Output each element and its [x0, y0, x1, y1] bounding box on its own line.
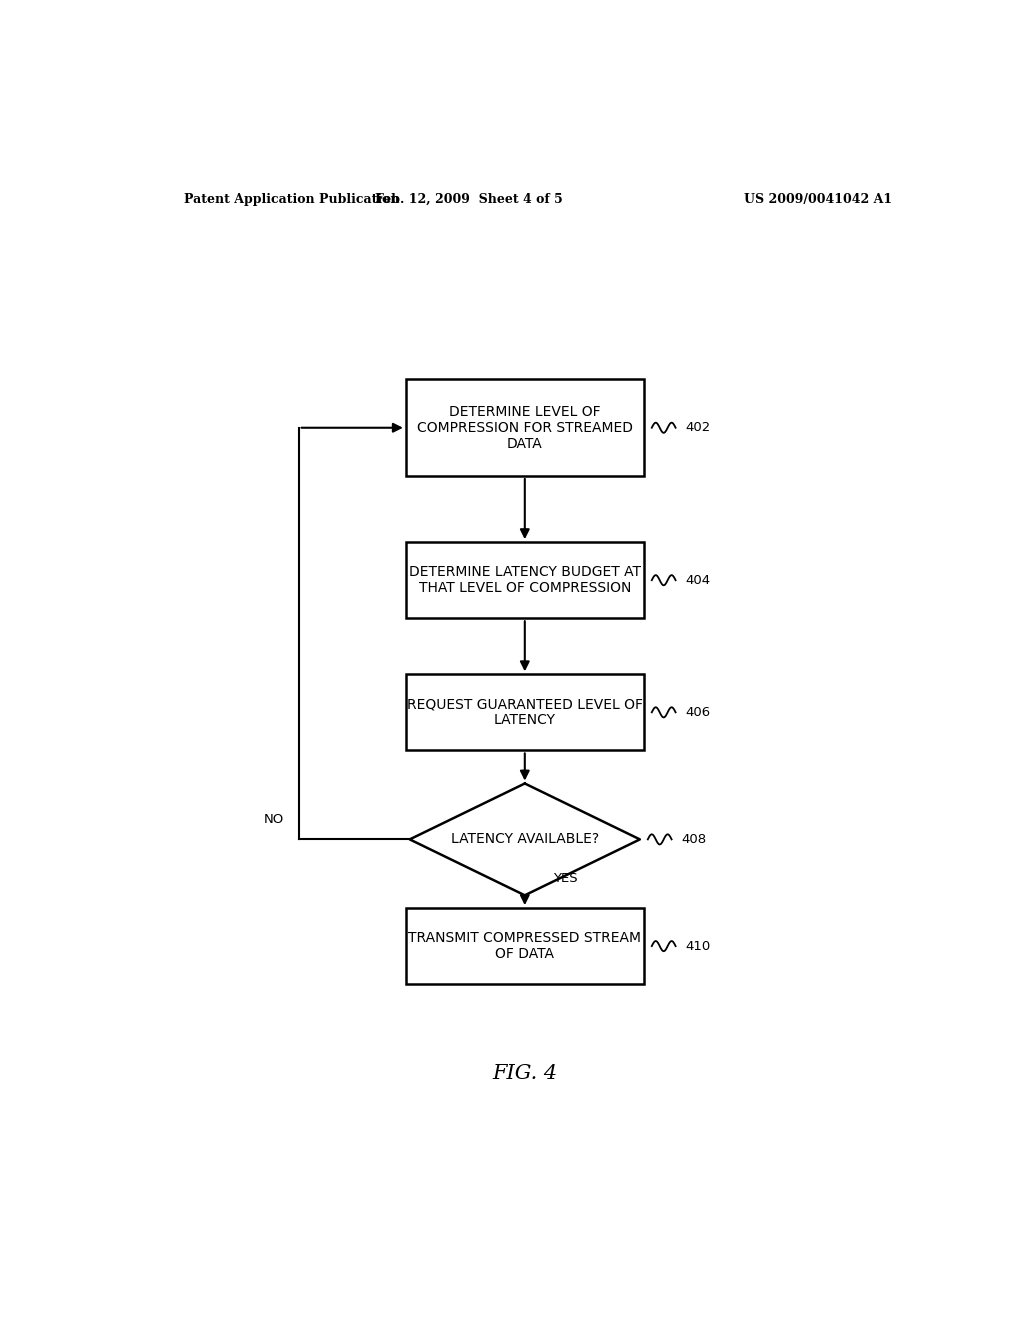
Polygon shape: [410, 784, 640, 895]
Text: LATENCY AVAILABLE?: LATENCY AVAILABLE?: [451, 833, 599, 846]
Text: Feb. 12, 2009  Sheet 4 of 5: Feb. 12, 2009 Sheet 4 of 5: [376, 193, 563, 206]
Text: REQUEST GUARANTEED LEVEL OF
LATENCY: REQUEST GUARANTEED LEVEL OF LATENCY: [407, 697, 643, 727]
Text: US 2009/0041042 A1: US 2009/0041042 A1: [744, 193, 893, 206]
Bar: [406, 908, 644, 985]
Text: Patent Application Publication: Patent Application Publication: [183, 193, 399, 206]
Text: 406: 406: [685, 706, 711, 719]
Text: FIG. 4: FIG. 4: [493, 1064, 557, 1082]
Text: TRANSMIT COMPRESSED STREAM
OF DATA: TRANSMIT COMPRESSED STREAM OF DATA: [409, 931, 641, 961]
Text: 404: 404: [685, 574, 711, 586]
Text: 410: 410: [685, 940, 711, 953]
Text: YES: YES: [553, 871, 578, 884]
Text: DETERMINE LATENCY BUDGET AT
THAT LEVEL OF COMPRESSION: DETERMINE LATENCY BUDGET AT THAT LEVEL O…: [409, 565, 641, 595]
Text: 408: 408: [681, 833, 707, 846]
Text: 402: 402: [685, 421, 711, 434]
Bar: [406, 675, 644, 751]
Bar: [406, 379, 644, 477]
Text: NO: NO: [264, 813, 285, 825]
Text: DETERMINE LEVEL OF
COMPRESSION FOR STREAMED
DATA: DETERMINE LEVEL OF COMPRESSION FOR STREA…: [417, 404, 633, 451]
Bar: [406, 543, 644, 618]
